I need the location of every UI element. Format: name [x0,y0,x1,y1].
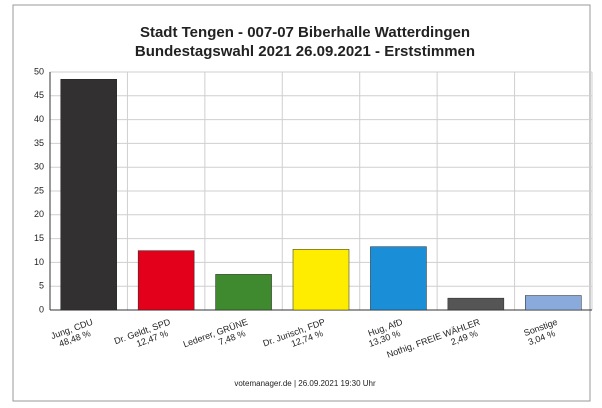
y-tick-label: 30 [34,162,44,172]
y-tick-label: 0 [39,304,44,314]
bar [60,78,117,311]
bar [137,250,195,311]
y-tick-label: 20 [34,209,44,219]
y-tick-label: 5 [39,281,44,291]
y-tick-label: 10 [34,257,44,267]
bar [215,274,272,311]
y-tick-label: 15 [34,233,44,243]
chart-subtitle: Bundestagswahl 2021 26.09.2021 - Erststi… [135,43,475,60]
footer: votemanager.de | 26.09.2021 19:30 Uhr [234,379,376,388]
y-tick-label: 25 [34,185,44,195]
y-tick-label: 35 [34,138,44,148]
y-tick-label: 50 [34,66,44,76]
y-tick-label: 40 [34,114,44,124]
y-tick-label: 45 [34,90,44,100]
chart-title: Stadt Tengen - 007-07 Biberhalle Watterd… [140,24,470,41]
bar [292,249,350,311]
bar [525,295,582,311]
bar [447,297,505,311]
bar [370,246,427,311]
